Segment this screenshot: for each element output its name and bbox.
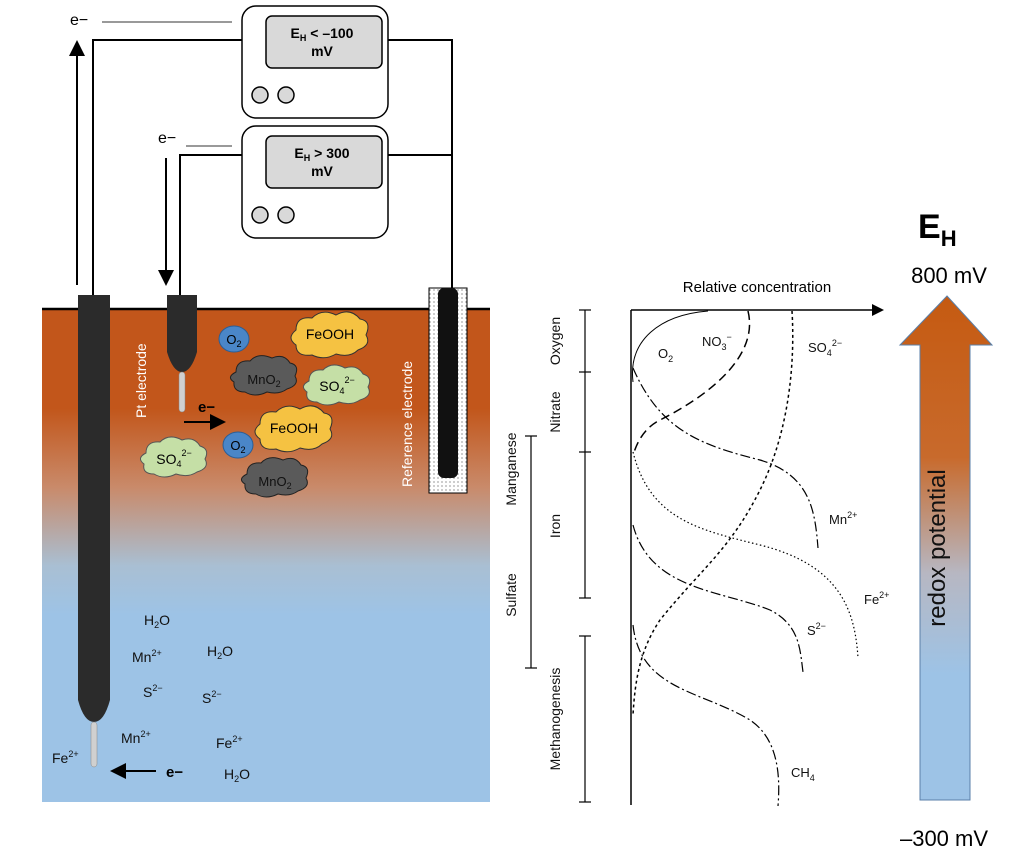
meter-bottom-reading: EH > 300 <box>294 145 349 163</box>
species-h2o-3: H2O <box>224 766 250 784</box>
water-species: H2O Mn2+ H2O S2− S2− Mn2+ Fe2+ Fe2+ H2O <box>52 612 250 784</box>
zone-sulfate: Sulfate <box>503 573 519 617</box>
pt-electrode-tip <box>167 340 197 372</box>
species-mn-1: Mn2+ <box>132 648 162 665</box>
meter-top-knob-2 <box>277 86 295 104</box>
pt-electrode-body <box>167 295 197 340</box>
curve-o2 <box>632 310 709 383</box>
label-mn: Mn2+ <box>829 510 857 527</box>
cloud-mno2-b: MnO2 <box>241 457 309 498</box>
species-s-1: S2− <box>143 683 163 700</box>
species-s-2: S2− <box>202 689 222 706</box>
cloud-so4-b: SO42− <box>140 436 208 478</box>
zone-brackets <box>525 309 591 803</box>
profile-curves <box>632 310 859 807</box>
zone-methanogenesis: Methanogenesis <box>547 668 563 771</box>
pt-electrode <box>167 295 197 413</box>
concentration-profile: Relative concentration Oxygen Nitrate Ir… <box>503 279 889 807</box>
svg-text:FeOOH: FeOOH <box>270 420 318 436</box>
species-h2o-2: H2O <box>207 643 233 661</box>
electron-label-bottom: e− <box>158 130 176 147</box>
curve-labels: O2 NO3− SO42− Mn2+ Fe2+ S2− CH4 <box>658 332 889 783</box>
long-electrode <box>78 295 110 768</box>
meter-top-reading: EH < –100 <box>291 25 354 43</box>
meter-top-display <box>265 15 383 69</box>
wiring <box>92 39 453 296</box>
meter-top: EH < –100 mV <box>241 5 389 119</box>
wire-long-electrode <box>92 39 242 296</box>
curve-so4 <box>632 310 794 716</box>
redox-arrow <box>898 295 994 801</box>
meter-top-unit: mV <box>311 43 333 59</box>
reference-electrode <box>428 287 468 494</box>
curve-ch4 <box>632 624 780 807</box>
svg-text:SO42−: SO42− <box>319 375 355 396</box>
redox-arrow-label: redox potential <box>924 469 951 626</box>
zone-manganese: Manganese <box>503 432 519 505</box>
label-no3: NO3− <box>702 332 732 352</box>
label-ch4: CH4 <box>791 765 815 783</box>
long-electrode-tip <box>78 685 110 722</box>
curve-mn <box>632 367 819 549</box>
curve-s <box>632 524 804 673</box>
svg-text:MnO2: MnO2 <box>247 372 280 389</box>
meter-bottom-unit: mV <box>311 163 333 179</box>
reference-electrode-core <box>438 288 458 478</box>
cloud-mno2-a: MnO2 <box>230 355 298 396</box>
long-electrode-body <box>78 295 110 685</box>
curve-fe <box>632 451 859 659</box>
label-o2: O2 <box>658 346 673 364</box>
species-fe-1: Fe2+ <box>216 734 243 751</box>
meter-bottom-knob-2 <box>277 206 295 224</box>
svg-text:FeOOH: FeOOH <box>306 326 354 342</box>
svg-text:MnO2: MnO2 <box>258 474 291 491</box>
electron-label-pt: e− <box>198 399 215 416</box>
cloud-feooh-a: FeOOH <box>290 311 369 359</box>
zone-nitrate: Nitrate <box>547 391 563 432</box>
wiring-thin <box>102 21 232 147</box>
wire-pt-electrode <box>179 154 242 296</box>
redox-scale: EH 800 mV redox potential –300 mV <box>898 208 994 851</box>
zone-labels: Oxygen Nitrate Iron Methanogenesis Manga… <box>503 317 563 771</box>
svg-text:O2: O2 <box>230 438 245 455</box>
species-h2o-1: H2O <box>144 612 170 630</box>
meter-top-knob-1 <box>251 86 269 104</box>
cloud-feooh-b: FeOOH <box>254 405 333 453</box>
cloud-o2-b: O2 <box>222 431 254 459</box>
species-fe-2: Fe2+ <box>52 749 79 766</box>
long-electrode-pin <box>90 721 98 768</box>
electron-label-bottom-soil: e− <box>166 764 183 781</box>
cloud-so4-a: SO42− <box>303 364 371 406</box>
label-s: S2− <box>807 621 826 638</box>
curve-no3 <box>632 310 751 456</box>
redox-title: EH <box>918 208 957 251</box>
wire-ref-top <box>388 39 453 290</box>
pt-electrode-pin <box>178 371 186 413</box>
label-fe: Fe2+ <box>864 590 889 607</box>
redox-top-value: 800 mV <box>911 263 987 288</box>
cloud-o2-a: O2 <box>218 325 250 353</box>
zone-iron: Iron <box>547 514 563 538</box>
redox-bottom-value: –300 mV <box>900 826 988 851</box>
label-so4: SO42− <box>808 338 842 358</box>
reference-electrode-label: Reference electrode <box>399 361 415 487</box>
concentration-axis-label: Relative concentration <box>683 279 831 296</box>
species-mn-2: Mn2+ <box>121 729 151 746</box>
meter-bottom-display <box>265 135 383 189</box>
zone-oxygen: Oxygen <box>547 317 563 365</box>
svg-text:O2: O2 <box>226 332 241 349</box>
meter-bottom: EH > 300 mV <box>241 125 389 239</box>
electron-label-top: e− <box>70 12 88 29</box>
pt-electrode-label: Pt electrode <box>133 343 149 418</box>
meter-bottom-knob-1 <box>251 206 269 224</box>
svg-text:SO42−: SO42− <box>156 448 192 469</box>
